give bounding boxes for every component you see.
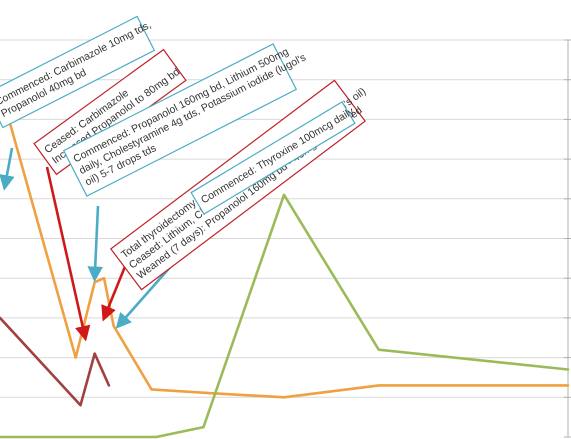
annotation-frame-5	[190, 101, 356, 215]
annotation-arrow-3	[87, 205, 103, 283]
annotation-boxes: Commenced: Carbimazole 10mg tds,Propanol…	[0, 15, 368, 291]
right-axis	[564, 39, 571, 438]
series-lines	[0, 86, 570, 439]
annotation-arrow-2	[45, 166, 91, 342]
series-line-3	[0, 316, 111, 407]
annotation-frame-3	[62, 43, 298, 197]
series-line-2	[0, 193, 570, 439]
annotation-arrow-1	[0, 147, 15, 191]
series-line-1	[0, 86, 570, 399]
annotation-frame-1	[0, 15, 156, 129]
